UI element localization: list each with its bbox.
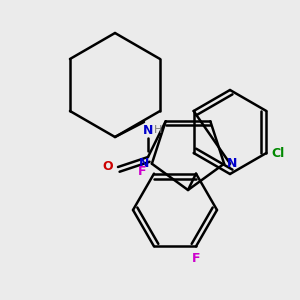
Text: N: N bbox=[139, 157, 149, 170]
Text: F: F bbox=[138, 165, 146, 178]
Text: N: N bbox=[143, 124, 153, 136]
Text: N: N bbox=[227, 157, 237, 170]
Text: O: O bbox=[103, 160, 113, 173]
Text: Cl: Cl bbox=[272, 146, 285, 160]
Text: H: H bbox=[154, 125, 162, 135]
Text: F: F bbox=[192, 252, 200, 265]
